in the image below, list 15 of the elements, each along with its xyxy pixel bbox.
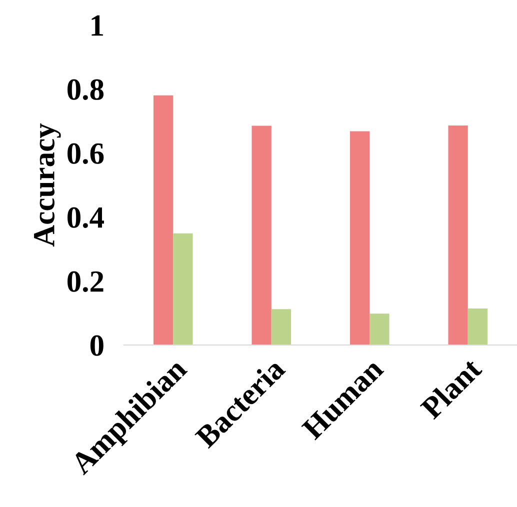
bar bbox=[350, 131, 370, 345]
bar bbox=[153, 95, 174, 345]
bar bbox=[271, 309, 292, 345]
y-tick-label: 0.4 bbox=[68, 207, 104, 228]
y-tick-label: 0.8 bbox=[68, 79, 104, 100]
y-tick-label: 1 bbox=[92, 15, 103, 36]
bar bbox=[468, 308, 488, 345]
y-tick-label: 0.2 bbox=[68, 271, 104, 292]
bar bbox=[252, 126, 272, 345]
bar bbox=[173, 233, 193, 345]
y-tick-label: 0 bbox=[90, 335, 104, 356]
y-tick-label: 0.6 bbox=[68, 143, 104, 164]
bar bbox=[370, 314, 390, 345]
bar bbox=[448, 125, 468, 345]
y-axis-title: Accuracy bbox=[34, 123, 61, 247]
